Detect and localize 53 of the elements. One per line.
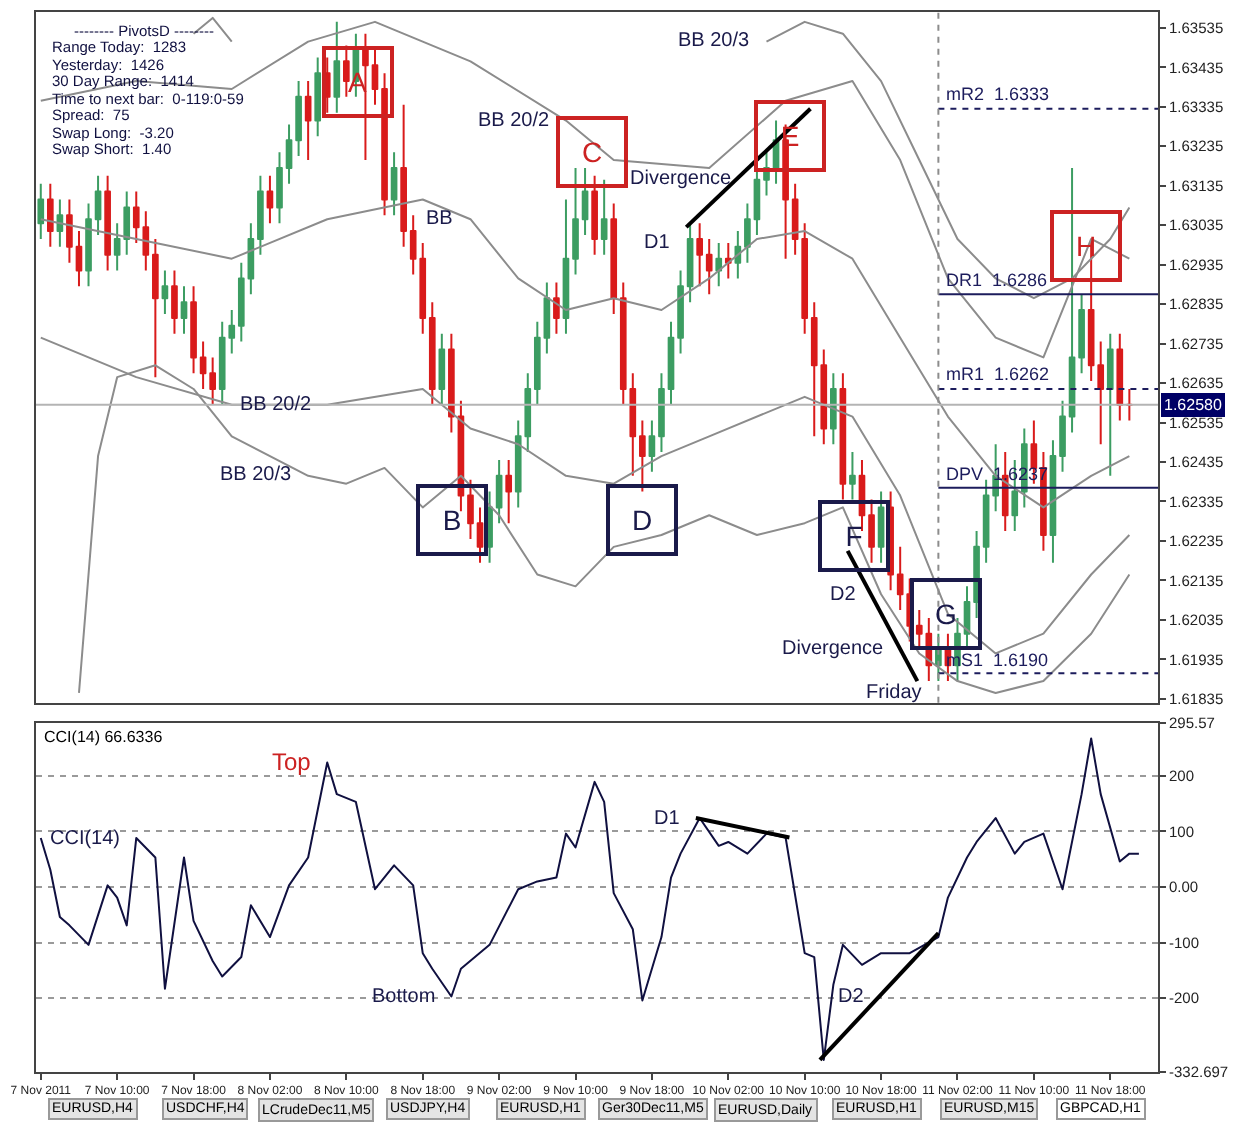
chart-title: CCI(14) 66.6336: [44, 728, 164, 746]
annotation: D1: [644, 232, 671, 254]
candlestick: [46, 182, 54, 248]
candlestick: [715, 241, 723, 288]
candlestick: [600, 178, 608, 256]
candlestick: [56, 198, 64, 248]
candlestick: [553, 281, 560, 335]
series-label: DR1 1.6286: [946, 270, 1048, 290]
annotation: G: [935, 598, 957, 630]
annotation: F: [845, 520, 863, 552]
annotation: BB 20/2: [240, 394, 313, 416]
candlestick: [591, 174, 598, 256]
annotation: Bottom: [372, 986, 436, 1008]
candlestick: [171, 269, 178, 335]
annotation: BB: [426, 208, 454, 230]
candlestick: [505, 459, 513, 525]
candlestick: [390, 151, 398, 217]
annotation: D: [631, 504, 653, 536]
annotation: D2: [838, 986, 865, 1008]
candlestick: [839, 372, 847, 501]
annotation: Divergence: [630, 168, 733, 190]
candlestick: [1106, 332, 1114, 477]
ref-line-label: 1.62580: [1164, 396, 1223, 414]
annotation: Top: [272, 748, 312, 776]
candlestick: [448, 332, 455, 434]
candlestick: [495, 459, 503, 525]
candlestick: [37, 182, 45, 240]
series-label: mR2 1.6333: [946, 84, 1050, 104]
series-label: mR1 1.6262: [946, 364, 1050, 384]
candlestick: [438, 332, 446, 406]
candlestick: [333, 20, 341, 114]
candlestick: [104, 174, 111, 272]
candlestick: [314, 56, 322, 138]
annotation: B: [442, 504, 462, 536]
annotation: D2: [830, 584, 857, 606]
annotation: C: [581, 136, 603, 168]
candlestick: [1116, 332, 1124, 422]
candlestick: [830, 372, 837, 446]
candlestick: [304, 80, 312, 162]
candlestick: [849, 451, 856, 501]
annotation: BB 20/3: [678, 30, 751, 52]
annotation: Friday: [866, 682, 922, 704]
annotation: BB 20/2: [478, 110, 551, 132]
candlestick: [877, 490, 885, 564]
candlestick: [343, 44, 350, 98]
annotation: Divergence: [782, 638, 885, 660]
candlestick: [180, 285, 188, 335]
candlestick: [266, 174, 274, 225]
candlestick: [161, 269, 169, 315]
annotation: CCI(14): [50, 828, 121, 850]
candlestick: [724, 241, 732, 280]
annotation: BB 20/3: [220, 464, 293, 486]
annotation: D1: [654, 808, 681, 830]
